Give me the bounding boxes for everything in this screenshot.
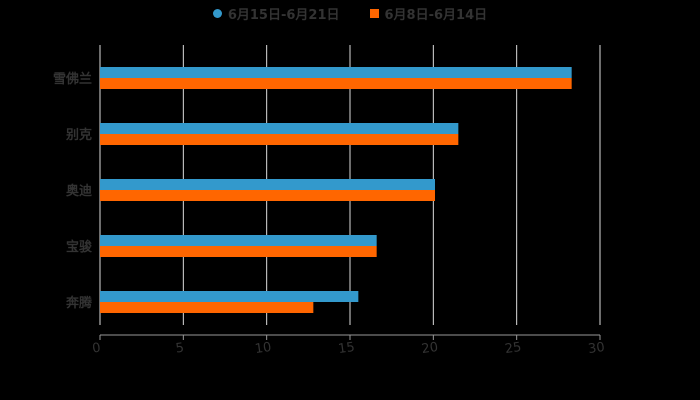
legend-swatch-series-1 — [212, 9, 222, 18]
legend-item-series-1[interactable]: 6月15日-6月21日 — [212, 4, 340, 23]
y-category-label: 宝骏 — [66, 239, 93, 255]
bar-series-1 — [100, 235, 377, 246]
y-category-label: 奔腾 — [65, 295, 93, 311]
x-tick-label: 15 — [337, 340, 355, 357]
bar-series-2 — [100, 246, 377, 257]
bar-series-1 — [100, 123, 459, 134]
x-tick-label: 25 — [504, 340, 522, 357]
bar-series-1 — [100, 67, 572, 78]
x-tick-label: 0 — [91, 341, 101, 357]
bar-series-1 — [100, 179, 435, 190]
bar-series-2 — [100, 190, 435, 201]
x-tick-label: 10 — [254, 340, 272, 357]
legend-item-series-2[interactable]: 6月8日-6月14日 — [369, 4, 488, 23]
y-category-label: 奥迪 — [66, 183, 92, 199]
legend-swatch-series-2 — [369, 9, 379, 18]
bar-series-2 — [100, 78, 572, 89]
bar-series-2 — [100, 134, 459, 145]
bar-series-2 — [100, 302, 314, 313]
legend-label-series-2: 6月8日-6月14日 — [384, 8, 488, 23]
x-tick-label: 30 — [587, 340, 605, 357]
x-tick-label: 20 — [421, 340, 439, 357]
x-tick-label: 5 — [175, 341, 185, 357]
y-category-label: 别克 — [65, 127, 92, 143]
legend-label-series-1: 6月15日-6月21日 — [227, 8, 340, 23]
bar-series-1 — [100, 291, 359, 302]
chart-legend: 6月15日-6月21日 6月8日-6月14日 — [0, 4, 700, 23]
y-category-label: 雪佛兰 — [53, 71, 92, 87]
